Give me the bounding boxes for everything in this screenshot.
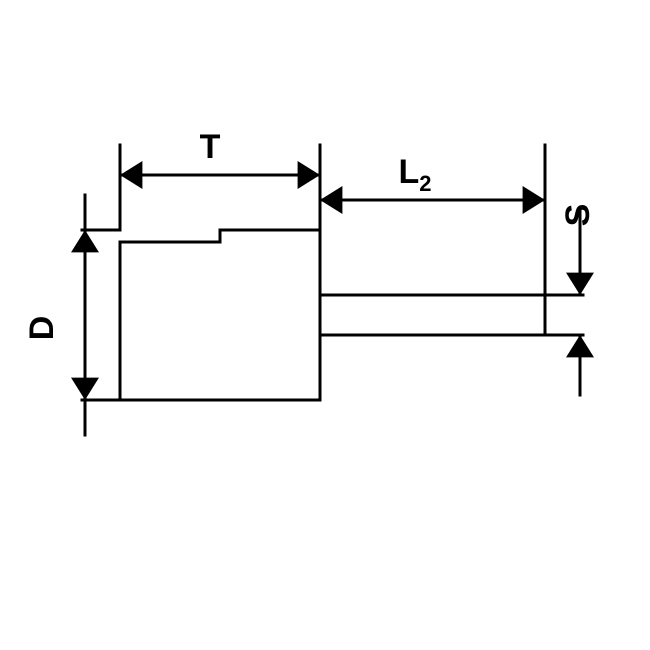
svg-text:S: S [559, 204, 597, 227]
svg-text:L2: L2 [398, 153, 431, 196]
svg-text:D: D [23, 316, 61, 341]
svg-text:T: T [200, 128, 221, 166]
